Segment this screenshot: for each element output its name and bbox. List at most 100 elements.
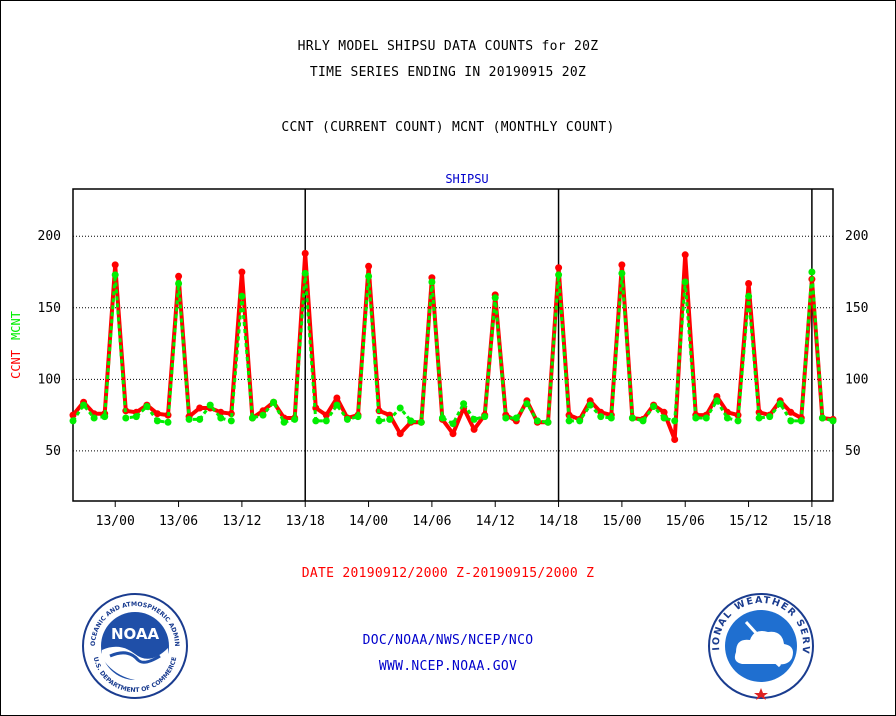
data-point-mcnt	[808, 268, 816, 276]
y-tick-label-right: 200	[845, 229, 868, 244]
data-point-mcnt	[90, 414, 98, 422]
y-tick-label-left: 150	[38, 301, 61, 316]
data-point-mcnt	[111, 271, 119, 279]
data-point-ccnt	[301, 249, 309, 257]
data-point-mcnt	[481, 413, 489, 421]
y-tick-label-right: 100	[845, 372, 868, 387]
data-point-mcnt	[818, 414, 826, 422]
data-point-mcnt	[301, 269, 309, 277]
data-point-mcnt	[270, 398, 278, 406]
data-point-mcnt	[365, 272, 373, 280]
data-point-mcnt	[69, 417, 77, 425]
data-point-mcnt	[217, 414, 225, 422]
data-point-mcnt	[417, 418, 425, 426]
data-point-mcnt	[460, 400, 468, 408]
plot-area	[72, 188, 834, 502]
data-point-mcnt	[650, 403, 658, 410]
data-point-ccnt	[153, 410, 161, 418]
x-tick-label: 15/00	[602, 514, 641, 529]
data-point-mcnt	[776, 400, 784, 408]
data-point-mcnt	[797, 417, 805, 425]
data-point-mcnt	[787, 417, 795, 425]
date-range-label: DATE 20190912/2000 Z-20190915/2000 Z	[301, 566, 595, 581]
data-point-mcnt	[512, 414, 520, 422]
y-tick-label-left: 200	[38, 229, 61, 244]
data-point-ccnt	[333, 394, 341, 402]
data-point-mcnt	[248, 414, 256, 422]
data-point-mcnt	[491, 294, 499, 302]
data-point-mcnt	[766, 413, 774, 421]
data-point-mcnt	[101, 413, 109, 421]
data-point-mcnt	[438, 414, 446, 422]
x-tick-label: 14/06	[412, 514, 451, 529]
noaa-logo-text: NOAA	[111, 625, 160, 643]
y-axis-label: CCNT MCNT	[9, 311, 23, 379]
data-point-mcnt	[375, 417, 383, 425]
data-point-mcnt	[428, 278, 436, 286]
data-point-mcnt	[702, 414, 710, 422]
x-tick-label: 15/06	[666, 514, 705, 529]
data-point-mcnt	[396, 404, 404, 412]
title-line-3: CCNT (CURRENT COUNT) MCNT (MONTHLY COUNT…	[281, 120, 615, 135]
data-point-mcnt	[343, 415, 351, 423]
data-point-mcnt	[533, 417, 541, 425]
data-point-mcnt	[829, 417, 837, 425]
x-tick-label: 14/00	[349, 514, 388, 529]
data-point-mcnt	[206, 401, 214, 409]
data-point-mcnt	[80, 401, 88, 409]
data-point-mcnt	[692, 414, 700, 422]
data-point-ccnt	[555, 264, 563, 272]
x-tick-label: 15/18	[792, 514, 831, 529]
data-point-mcnt	[607, 414, 615, 422]
x-tick-label: 15/12	[729, 514, 768, 529]
data-point-mcnt	[259, 411, 267, 419]
data-point-mcnt	[555, 271, 563, 279]
data-point-mcnt	[745, 292, 753, 300]
x-tick-label: 13/06	[159, 514, 198, 529]
data-point-mcnt	[175, 280, 183, 287]
agency-label: DOC/NOAA/NWS/NCEP/NCO	[362, 633, 534, 648]
data-point-mcnt	[407, 417, 415, 425]
data-point-ccnt	[681, 251, 689, 259]
data-point-ccnt	[396, 430, 404, 438]
data-point-ccnt	[69, 411, 77, 419]
data-point-ccnt	[238, 268, 246, 276]
title-line-2: TIME SERIES ENDING IN 20190915 20Z	[309, 65, 587, 80]
x-tick-label: 13/00	[96, 514, 135, 529]
data-point-ccnt	[618, 261, 626, 269]
data-point-mcnt	[734, 417, 742, 425]
data-point-mcnt	[449, 420, 457, 428]
y-axis-label-ccnt: CCNT	[9, 350, 23, 379]
data-point-mcnt	[565, 417, 573, 425]
x-tick-label: 13/18	[286, 514, 325, 529]
data-point-ccnt	[449, 430, 457, 438]
y-tick-label-left: 50	[45, 444, 61, 459]
data-point-ccnt	[111, 261, 119, 269]
noaa-logo: NATIONAL OCEANIC AND ATMOSPHERIC ADMINIS…	[80, 592, 188, 699]
data-point-mcnt	[291, 415, 299, 423]
data-point-mcnt	[312, 417, 320, 425]
y-tick-label-left: 100	[38, 372, 61, 387]
data-point-mcnt	[153, 417, 161, 425]
data-point-mcnt	[723, 414, 731, 422]
data-point-ccnt	[470, 425, 478, 433]
data-point-mcnt	[322, 417, 330, 425]
data-point-mcnt	[164, 418, 172, 426]
data-point-mcnt	[671, 417, 679, 425]
data-point-mcnt	[122, 414, 130, 422]
data-point-mcnt	[502, 414, 510, 422]
data-point-mcnt	[238, 292, 246, 300]
series-mcnt	[69, 268, 837, 428]
data-point-mcnt	[132, 413, 140, 421]
data-point-mcnt	[755, 414, 763, 422]
data-point-mcnt	[597, 413, 605, 421]
y-axis-label-mcnt: MCNT	[9, 311, 23, 340]
data-point-mcnt	[227, 417, 235, 425]
data-point-ccnt	[322, 411, 330, 419]
data-point-ccnt	[175, 272, 183, 280]
data-point-ccnt	[365, 262, 373, 270]
website-link[interactable]: WWW.NCEP.NOAA.GOV	[378, 659, 518, 674]
nws-logo: NATIONAL WEATHER SERVICE	[706, 592, 814, 700]
x-tick-label: 14/12	[476, 514, 515, 529]
